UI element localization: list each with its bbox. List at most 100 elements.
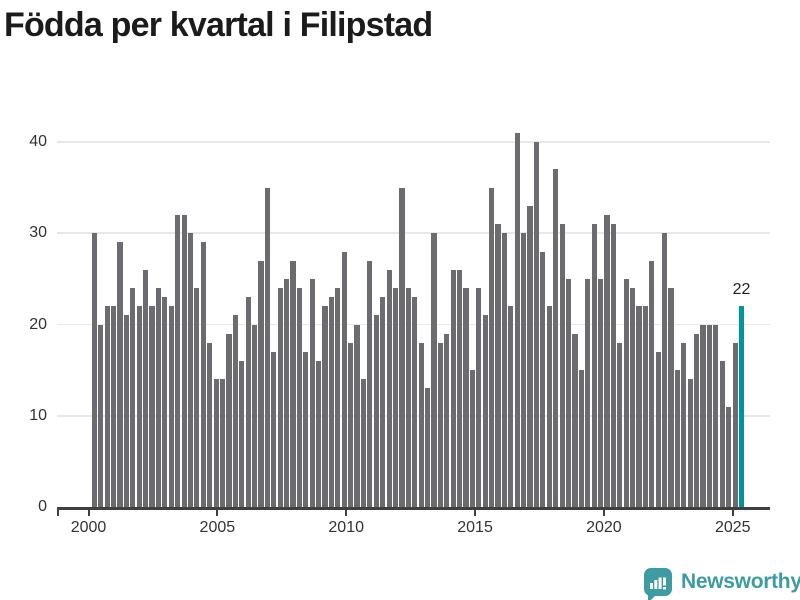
- bar[interactable]: [296, 288, 302, 507]
- bar[interactable]: [219, 379, 226, 507]
- bar[interactable]: [597, 278, 604, 507]
- bar[interactable]: [578, 370, 584, 507]
- bar[interactable]: [674, 370, 681, 507]
- bar[interactable]: [533, 142, 540, 507]
- bar[interactable]: [348, 342, 354, 507]
- bar[interactable]: [476, 288, 482, 507]
- bar[interactable]: [207, 342, 213, 507]
- bar[interactable]: [316, 361, 322, 507]
- bar[interactable]: [521, 233, 527, 507]
- bar[interactable]: [194, 288, 200, 507]
- bar[interactable]: [354, 324, 360, 507]
- bar[interactable]: [450, 269, 456, 507]
- bar[interactable]: [405, 288, 411, 507]
- bar[interactable]: [527, 205, 533, 507]
- newsworthy-logo-link[interactable]: Newsworthy: [644, 566, 800, 600]
- bar[interactable]: [495, 224, 501, 507]
- bar[interactable]: [322, 306, 328, 507]
- bar[interactable]: [700, 324, 706, 507]
- bar[interactable]: [117, 242, 123, 507]
- bar[interactable]: [585, 278, 591, 507]
- bar[interactable]: [418, 342, 424, 507]
- bar[interactable]: [290, 260, 296, 507]
- bar[interactable]: [540, 251, 546, 507]
- bar[interactable]: [668, 288, 674, 507]
- bar[interactable]: [187, 233, 194, 507]
- bar[interactable]: [328, 297, 335, 507]
- bar[interactable]: [610, 224, 616, 507]
- bar[interactable]: [130, 288, 136, 507]
- bar[interactable]: [514, 132, 520, 507]
- bar[interactable]: [380, 297, 386, 507]
- bar[interactable]: [213, 379, 219, 507]
- bar[interactable]: [591, 224, 597, 507]
- bar[interactable]: [662, 233, 668, 507]
- bar[interactable]: [546, 306, 552, 507]
- bar[interactable]: [123, 315, 130, 507]
- bar[interactable]: [713, 324, 719, 507]
- bar[interactable]: [392, 288, 399, 507]
- bar[interactable]: [149, 306, 155, 507]
- bar[interactable]: [508, 306, 514, 507]
- bar[interactable]: [457, 269, 463, 507]
- bar[interactable]: [489, 187, 495, 507]
- bar[interactable]: [258, 260, 264, 507]
- bar[interactable]: [482, 315, 488, 507]
- bar[interactable]: [175, 215, 181, 507]
- bar[interactable]: [726, 406, 732, 507]
- bar[interactable]: [226, 333, 232, 507]
- bar[interactable]: [277, 288, 283, 507]
- bar[interactable]: [732, 342, 738, 507]
- bar[interactable]: [360, 379, 367, 507]
- bar[interactable]: [694, 333, 700, 507]
- bar[interactable]: [91, 233, 97, 507]
- bar[interactable]: [335, 288, 341, 507]
- bar[interactable]: [200, 242, 206, 507]
- bar[interactable]: [559, 224, 565, 507]
- bar[interactable]: [98, 324, 104, 507]
- bar[interactable]: [719, 361, 725, 507]
- bar[interactable]: [424, 388, 431, 507]
- bar[interactable]: [136, 306, 142, 507]
- bar[interactable]: [431, 233, 437, 507]
- bar[interactable]: [572, 333, 578, 507]
- bar[interactable]: [604, 215, 610, 507]
- bar[interactable]: [162, 297, 168, 507]
- bar[interactable]: [341, 251, 347, 507]
- bar[interactable]: [168, 306, 174, 507]
- bar[interactable]: [303, 351, 309, 507]
- bar[interactable]: [239, 361, 245, 507]
- bar[interactable]: [373, 315, 379, 507]
- bar[interactable]: [629, 288, 636, 507]
- bar[interactable]: [399, 187, 405, 507]
- bar[interactable]: [642, 306, 648, 507]
- bar[interactable]: [181, 215, 187, 507]
- bar[interactable]: [232, 315, 238, 507]
- bar[interactable]: [501, 233, 508, 507]
- bar[interactable]: [309, 278, 315, 507]
- bar[interactable]: [284, 278, 290, 507]
- bar[interactable]: [104, 306, 110, 507]
- bar[interactable]: [623, 278, 629, 507]
- bar[interactable]: [463, 288, 469, 507]
- bar[interactable]: [469, 370, 475, 507]
- bar[interactable]: [271, 351, 277, 507]
- bar[interactable]: [143, 269, 149, 507]
- bar[interactable]: [617, 342, 623, 507]
- bar[interactable]: [155, 288, 162, 507]
- bar[interactable]: [412, 297, 418, 507]
- bar[interactable]: [251, 324, 258, 507]
- bar[interactable]: [565, 278, 572, 507]
- bar[interactable]: [687, 379, 693, 507]
- bar[interactable]: [706, 324, 713, 507]
- bar[interactable]: [444, 333, 450, 507]
- bar[interactable]: [245, 297, 251, 507]
- bar[interactable]: [386, 269, 392, 507]
- bar[interactable]: [264, 187, 270, 507]
- bar[interactable]: [681, 342, 687, 507]
- bar[interactable]: [437, 342, 443, 507]
- bar[interactable]: [649, 260, 655, 507]
- bar[interactable]: [111, 306, 117, 507]
- bar[interactable]: [636, 306, 642, 507]
- bar-latest-quarter[interactable]: [738, 306, 745, 507]
